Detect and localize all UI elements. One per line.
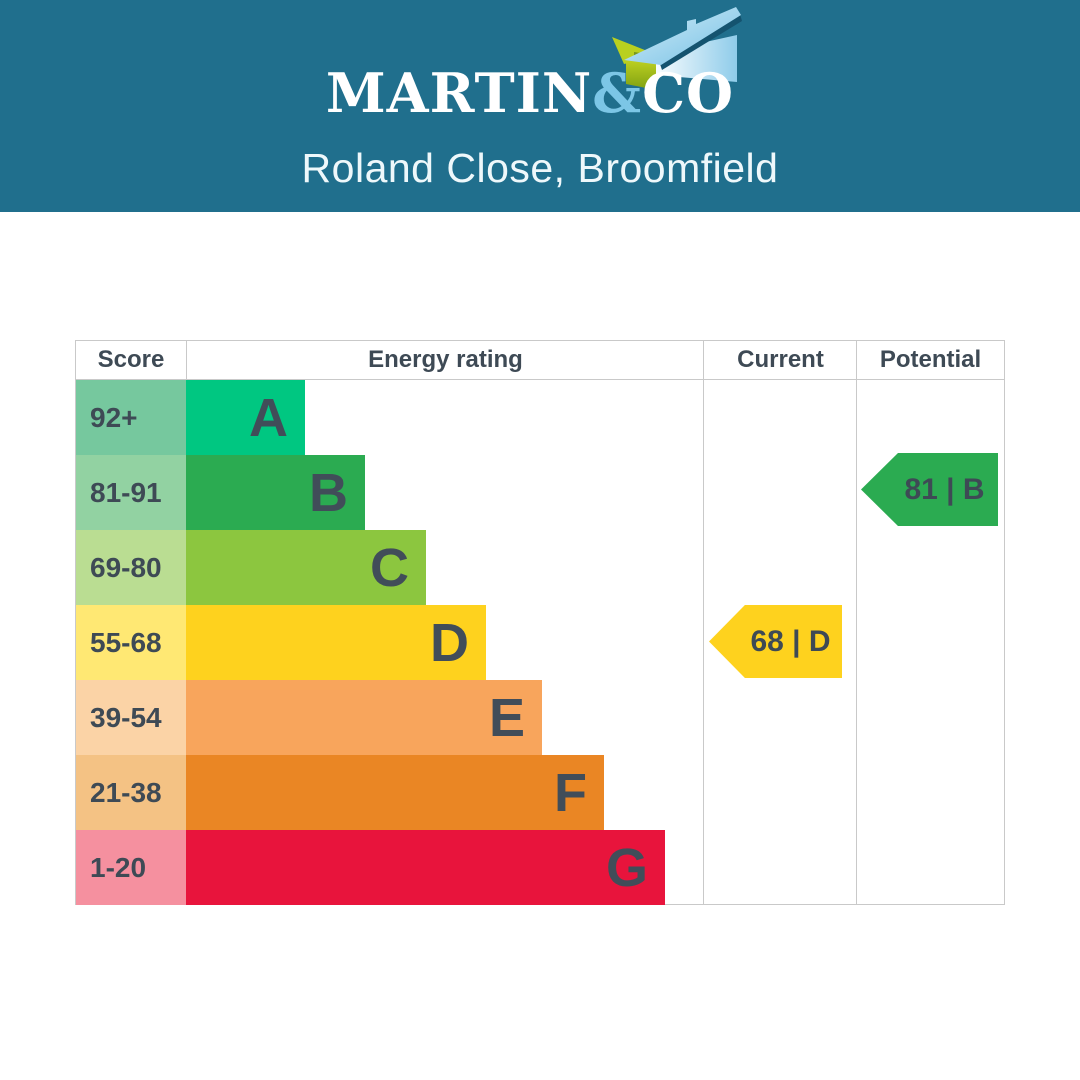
rating-letter: E: [488, 687, 525, 748]
rating-letter: A: [249, 387, 288, 448]
epc-row-g: 1-20 G: [76, 830, 1004, 905]
column-divider-potential: [856, 341, 857, 904]
score-range-cell: 1-20: [76, 830, 186, 905]
brand-header: MARTIN&CO Roland Close, Broomfield: [0, 0, 1080, 212]
epc-row-c: 69-80 C: [76, 530, 1004, 605]
column-header-score: Score: [76, 341, 187, 379]
column-header-current: Current: [737, 346, 824, 373]
logo-roof-underside: [660, 14, 742, 70]
score-range-cell: 21-38: [76, 755, 186, 830]
brand-martin: MARTIN: [325, 61, 593, 125]
rating-bar: D: [186, 605, 486, 680]
column-divider-current: [703, 341, 704, 904]
rating-bar: F: [186, 755, 604, 830]
epc-row-e: 39-54 E: [76, 680, 1004, 755]
epc-row-d: 55-68 D: [76, 605, 1004, 680]
score-range-cell: 69-80: [76, 530, 186, 605]
martinco-logo-icon: [612, 7, 742, 90]
epc-row-f: 21-38 F: [76, 755, 1004, 830]
rating-bar: A: [186, 380, 305, 455]
rating-bar: E: [186, 680, 542, 755]
score-range-cell: 92+: [76, 380, 186, 455]
score-range-cell: 39-54: [76, 680, 186, 755]
score-range-cell: 81-91: [76, 455, 186, 530]
column-header-potential: Potential: [879, 346, 982, 373]
epc-header-row: Score Energy rating Current Potential: [76, 341, 1004, 380]
rating-letter: C: [370, 537, 409, 598]
rating-letter: G: [605, 837, 648, 898]
rating-bar: G: [186, 830, 665, 905]
property-address: Roland Close, Broomfield: [301, 145, 779, 191]
score-range-cell: 55-68: [76, 605, 186, 680]
epc-row-b: 81-91 B: [76, 455, 1004, 530]
epc-row-a: 92+ A: [76, 380, 1004, 455]
rating-letter: B: [309, 462, 348, 523]
epc-chart: Score Energy rating Current Potential 92…: [75, 340, 1005, 905]
potential-rating-label: 81 | B: [904, 472, 985, 506]
rating-bar: C: [186, 530, 426, 605]
rating-letter: D: [430, 612, 469, 673]
current-rating-label: 68 | D: [750, 624, 831, 658]
epc-rows: 92+ A 81-91 B 69-80 C 55-68 D 39-54 E 21…: [76, 380, 1004, 905]
brand-wordmark: MARTIN&CO: [0, 66, 1060, 120]
logo-roof: [624, 7, 741, 65]
brand-co: CO: [642, 61, 735, 125]
column-header-energy-rating: Energy rating: [368, 346, 523, 373]
rating-letter: F: [554, 762, 587, 823]
logo-house-body: [656, 35, 737, 82]
rating-bar: B: [186, 455, 365, 530]
brand-ampersand: &: [592, 61, 643, 125]
